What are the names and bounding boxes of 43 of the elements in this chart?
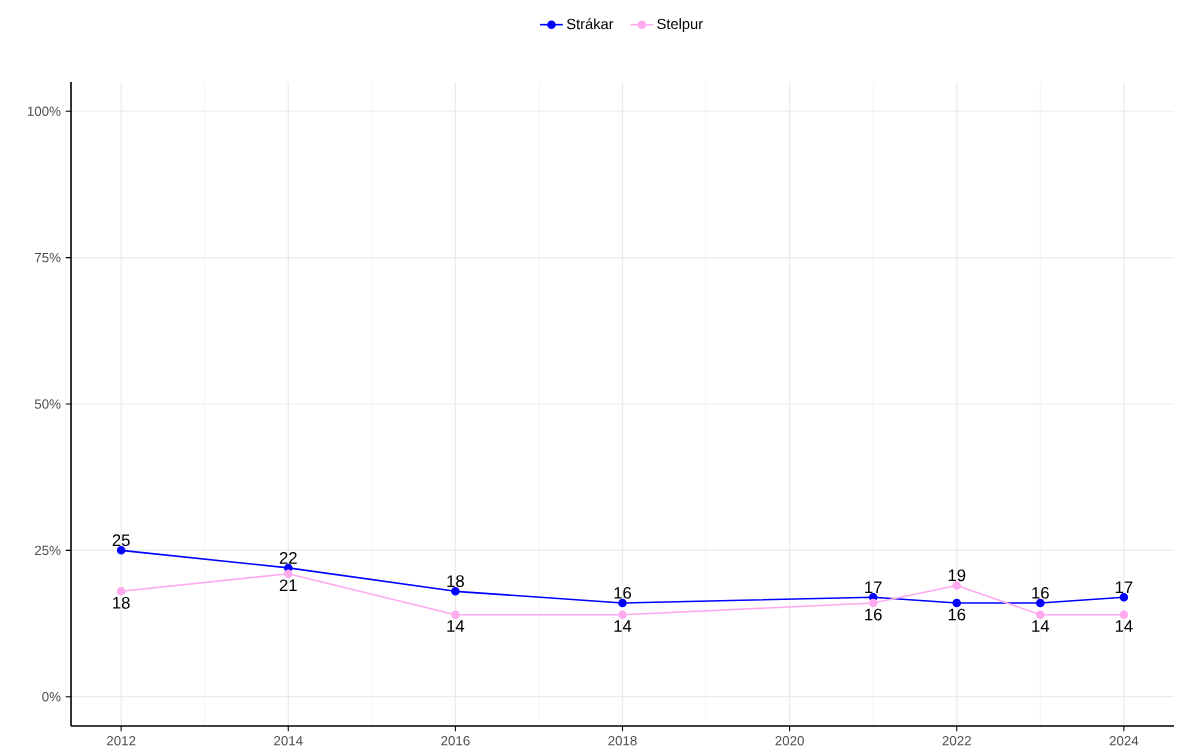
data-label: 19 <box>948 569 966 582</box>
x-tick-label: 2020 <box>775 736 804 746</box>
x-tick-label: 2018 <box>608 736 637 746</box>
point <box>1036 610 1045 620</box>
x-tick-label: 2012 <box>106 736 136 746</box>
data-label: 25 <box>112 534 130 547</box>
x-tick-label: 2024 <box>1109 736 1139 746</box>
x-tick-label: 2014 <box>274 736 303 746</box>
data-label: 22 <box>279 552 297 564</box>
point <box>1119 610 1129 620</box>
data-label: 14 <box>1032 620 1050 632</box>
point <box>952 598 962 608</box>
point <box>451 587 460 596</box>
data-label: 17 <box>865 581 882 593</box>
point <box>116 546 126 555</box>
data-label: 18 <box>447 575 464 588</box>
y-tick-label: 0% <box>42 692 61 702</box>
y-tick-label: 75% <box>34 252 61 263</box>
legend-label: Stelpur <box>657 18 703 32</box>
point <box>618 598 627 608</box>
y-tick-label: 100% <box>27 106 61 116</box>
data-label: 21 <box>279 579 297 592</box>
data-label: 14 <box>447 620 465 632</box>
point <box>284 569 293 579</box>
y-tick-label: 50% <box>34 399 61 409</box>
point <box>618 610 627 620</box>
legend-label: Strákar <box>566 18 614 30</box>
data-label: 14 <box>1115 620 1133 632</box>
x-tick-label: 2016 <box>441 736 470 746</box>
point <box>116 587 126 596</box>
data-label: 16 <box>948 608 966 621</box>
y-tick-label: 25% <box>34 545 61 556</box>
data-label: 16 <box>614 586 632 599</box>
data-label: 17 <box>1115 581 1133 593</box>
data-label: 16 <box>865 608 882 621</box>
point <box>1036 598 1045 608</box>
point <box>1119 592 1129 602</box>
data-label: 14 <box>614 620 632 632</box>
point <box>451 610 460 620</box>
data-label: 16 <box>1032 586 1049 599</box>
data-label: 18 <box>113 596 130 609</box>
point <box>868 598 878 608</box>
x-tick-label: 2022 <box>942 736 971 746</box>
